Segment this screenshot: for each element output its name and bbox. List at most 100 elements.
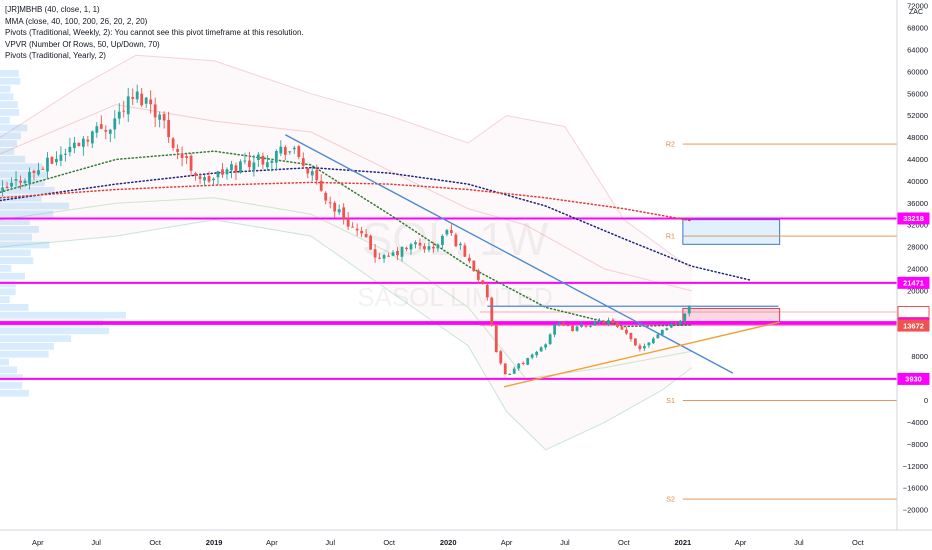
candle-body <box>400 246 404 257</box>
candle-body <box>589 325 592 327</box>
volume-profile-bar <box>0 296 10 303</box>
volume-profile-bar <box>0 233 32 241</box>
candle-body <box>364 234 368 238</box>
y-tick-label: 28000 <box>907 243 928 252</box>
candle-body <box>378 257 381 259</box>
price-badge <box>897 305 930 318</box>
y-tick-label: 64000 <box>907 45 928 54</box>
candle-body <box>162 113 166 121</box>
moving-average-layer <box>0 150 751 328</box>
candle-body <box>409 244 413 250</box>
y-tick-label: −12000 <box>903 462 928 471</box>
time-axis-panel[interactable] <box>0 530 932 550</box>
y-tick-label: −4000 <box>907 418 928 427</box>
candle-body <box>472 260 476 272</box>
candle-body <box>99 124 103 129</box>
x-tick-label: Oct <box>852 538 865 547</box>
candle-body <box>283 147 287 155</box>
candle-body <box>463 245 467 257</box>
volume-profile-bar <box>0 272 25 280</box>
volume-profile-bar <box>0 218 30 225</box>
candle-body <box>548 334 552 345</box>
candle-body <box>225 169 229 175</box>
volume-profile-bar <box>0 249 31 257</box>
candle-body <box>207 176 211 182</box>
candle-body <box>117 111 121 119</box>
candle-body <box>144 97 148 104</box>
candle-body <box>616 322 619 327</box>
candle-body <box>611 319 615 323</box>
candle-body <box>19 180 22 183</box>
downtrend-trendline <box>284 134 734 374</box>
candle-body <box>396 250 399 256</box>
candle-body <box>566 325 570 327</box>
price-axis-panel[interactable] <box>897 0 932 530</box>
candle-body <box>481 280 485 284</box>
candle-body <box>198 176 202 179</box>
candle-body <box>490 297 494 325</box>
candle-body <box>454 234 458 247</box>
candle-body <box>68 146 72 153</box>
candle-body <box>535 351 539 356</box>
candle-body <box>153 104 157 118</box>
candle-body <box>414 242 417 245</box>
candle-body <box>382 255 386 259</box>
candle-body <box>517 363 521 369</box>
price-badge-label: 21471 <box>903 279 924 288</box>
price-badge <box>897 319 930 332</box>
candle-body <box>32 170 36 173</box>
indicator-line[interactable]: MMA (close, 40, 100, 200, 26, 20, 2, 20) <box>5 16 148 26</box>
price-badge-label: 3930 <box>905 375 922 384</box>
indicator-line[interactable]: VPVR (Number Of Rows, 50, Up/Down, 70) <box>5 39 160 49</box>
candle-body <box>539 347 543 352</box>
candle-body <box>593 321 597 326</box>
candle-body <box>149 99 153 105</box>
candle-body <box>557 323 561 325</box>
y-tick-label: 44000 <box>907 155 928 164</box>
pivot-label: S1 <box>666 398 675 405</box>
candle-body <box>580 324 583 327</box>
volume-profile-bar <box>0 140 17 147</box>
candle-body <box>292 147 296 150</box>
candle-body <box>5 186 9 189</box>
candle-body <box>687 305 691 314</box>
indicator-line[interactable]: [JR]MBHB (40, close, 1, 1) <box>5 5 100 14</box>
volume-profile-bar <box>0 358 9 366</box>
candle-body <box>257 154 260 161</box>
candle-body <box>503 363 507 375</box>
candle-body <box>665 328 669 330</box>
moving-average-red <box>0 181 693 222</box>
candle-body <box>158 114 162 120</box>
candle-body <box>41 168 45 170</box>
x-tick-label: Oct <box>618 538 631 547</box>
candle-body <box>176 149 179 152</box>
candle-body <box>387 255 390 257</box>
candle-body <box>669 323 673 328</box>
volume-profile-bar <box>0 194 42 202</box>
candle-body <box>571 325 574 332</box>
candle-body <box>252 162 256 170</box>
candle-body <box>131 97 135 99</box>
indicator-line[interactable]: Pivots (Traditional, Yearly, 2) <box>5 51 106 61</box>
candle-body <box>584 325 588 327</box>
candle-body <box>10 182 13 187</box>
candle-body <box>270 160 274 163</box>
candle-body <box>23 180 27 183</box>
candle-body <box>508 374 512 376</box>
candle-body <box>135 91 139 100</box>
candle-body <box>279 146 283 154</box>
x-tick-label: Apr <box>32 538 44 547</box>
candle-body <box>553 324 557 335</box>
candle-body <box>351 226 355 228</box>
indicator-line[interactable]: Pivots (Traditional, Weekly, 2): You can… <box>5 28 304 38</box>
candle-body <box>171 138 175 148</box>
candle-body <box>494 325 498 353</box>
candle-body <box>629 332 633 340</box>
y-tick-label: 60000 <box>907 67 928 76</box>
watermark-name: SASOL LIMITED <box>357 282 553 312</box>
volume-profile-bar <box>0 350 49 358</box>
candle-body <box>288 151 292 153</box>
candle-body <box>140 93 144 106</box>
y-tick-label: 72000 <box>907 2 928 11</box>
